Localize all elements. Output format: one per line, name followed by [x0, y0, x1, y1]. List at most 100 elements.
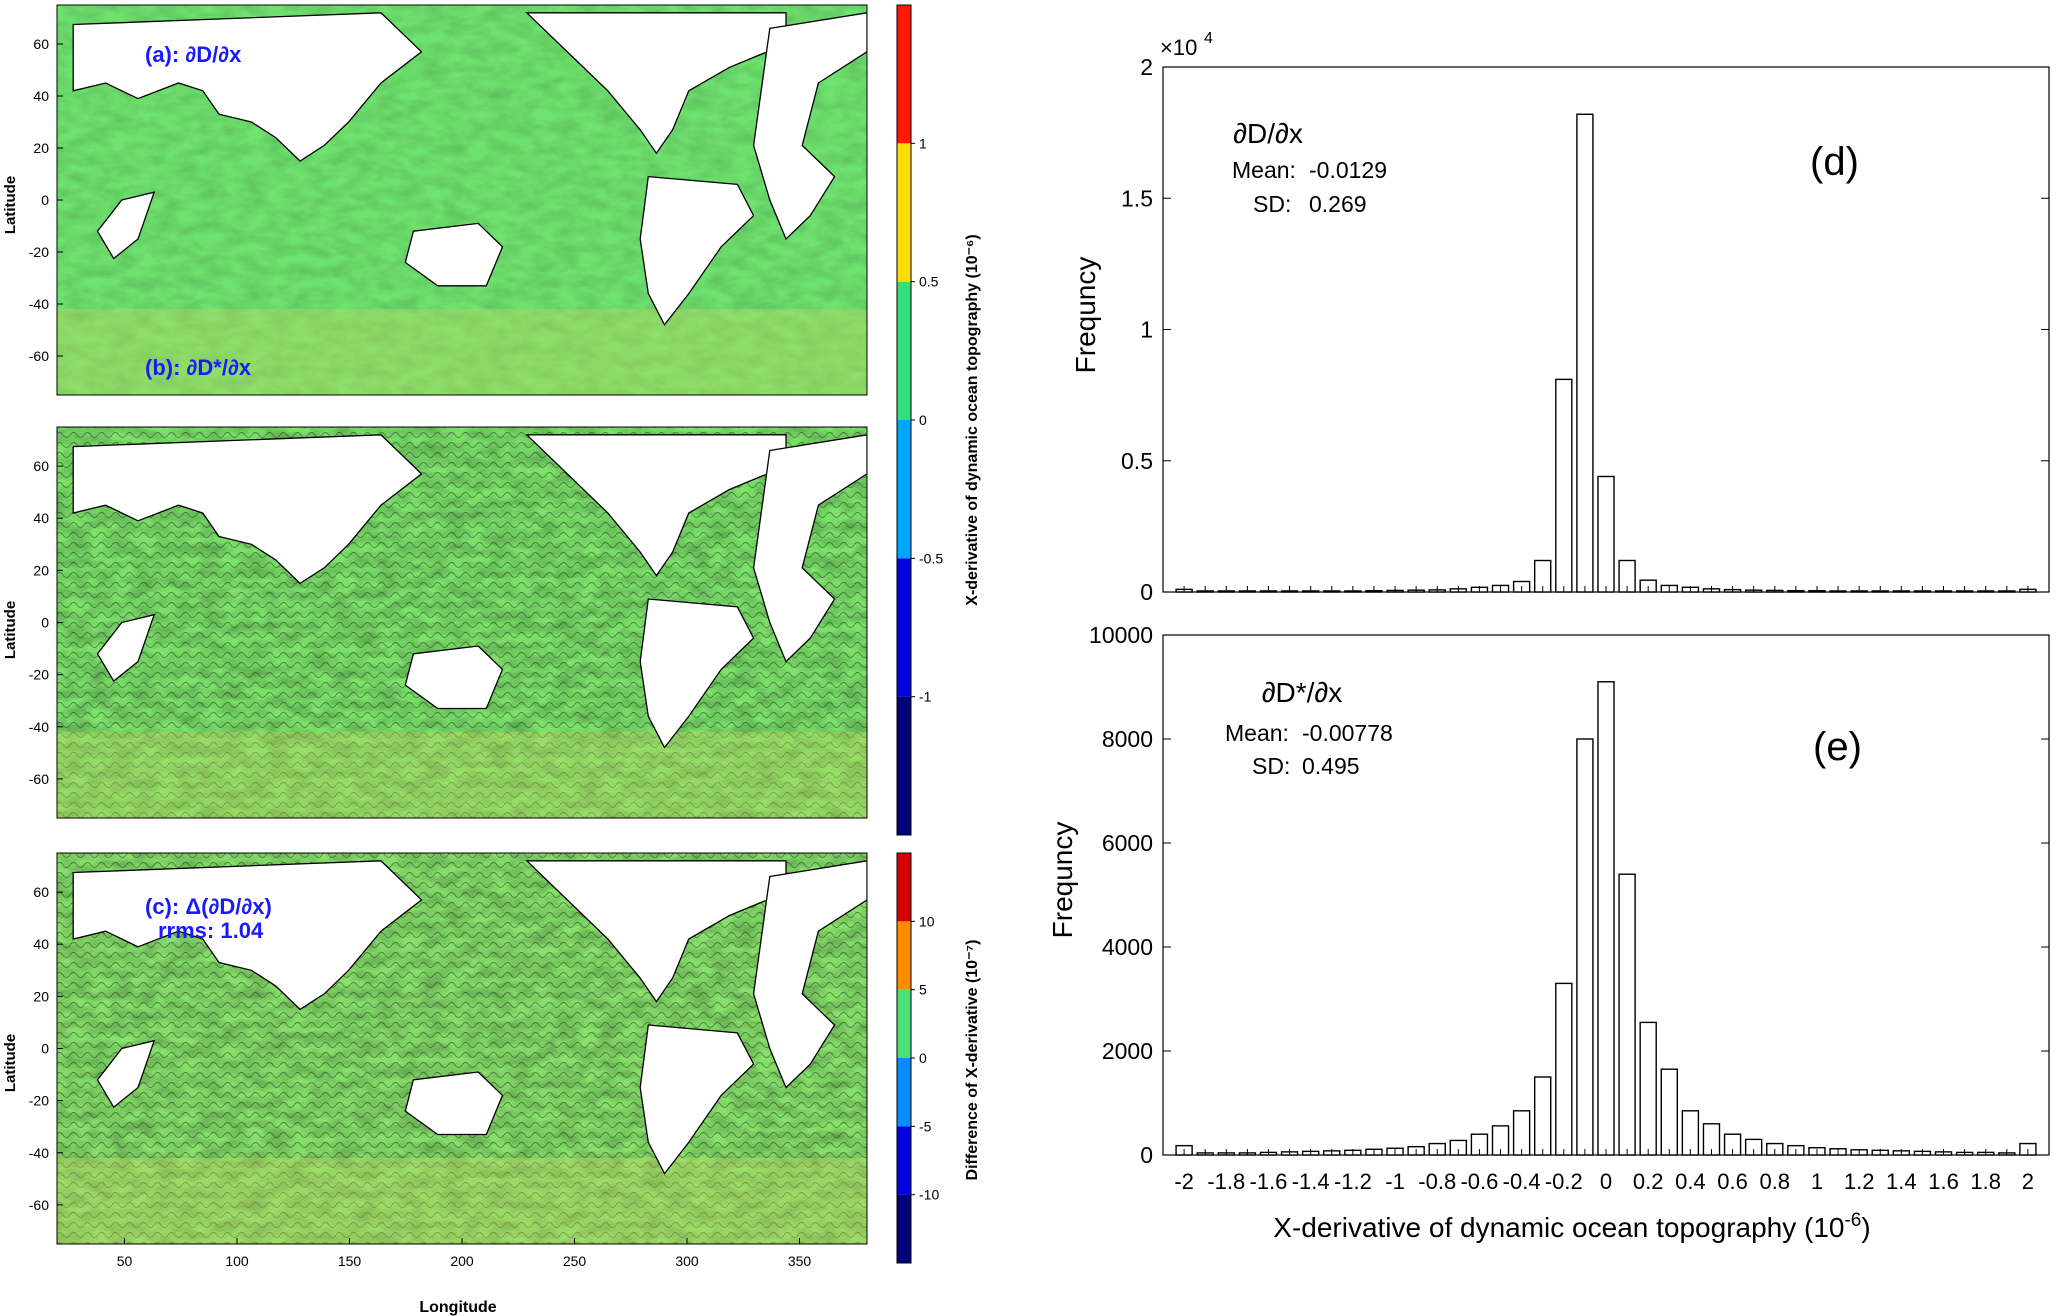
hist-bar [1555, 982, 1573, 1156]
histogram-e: 0 2000 4000 6000 8000 10000 -2 -1.8 -1.6 -1.4 -1.2… [1089, 622, 2050, 1194]
colorbar-segment [897, 1194, 911, 1263]
x-tick-label: 1.4 [1886, 1169, 1917, 1194]
colorbar-segment [897, 281, 911, 420]
colorbar-segment [897, 1126, 911, 1195]
map-inner-a [57, 5, 867, 395]
land-mass [639, 1024, 755, 1175]
hist-bar [1597, 681, 1615, 1156]
land-mass [752, 434, 867, 663]
colorbar-1: 1 0.5 0 -0.5 -1 [896, 4, 943, 836]
land-mass [404, 645, 504, 710]
lat-tick-label: 60 [33, 458, 49, 474]
hist-d-mean-label: Mean: [1232, 157, 1296, 183]
land-mass [72, 12, 423, 162]
x-tick-label: -1.2 [1334, 1169, 1372, 1194]
lat-tick-label: -20 [29, 244, 49, 260]
lat-tick-label: 40 [33, 936, 49, 952]
colorbar-segment [897, 1058, 911, 1127]
lat-tick-label: 60 [33, 36, 49, 52]
hist-e-mean-value: -0.00778 [1302, 720, 1393, 746]
hist-bar [1660, 1068, 1679, 1156]
x-tick-label: 0.8 [1759, 1169, 1790, 1194]
colorbar-tick-label: 1 [919, 135, 927, 151]
colorbar-segment [897, 558, 911, 697]
x-tick-label: -1.4 [1292, 1169, 1330, 1194]
y-tick-label: 0 [1140, 579, 1153, 605]
hist-e-name: ∂D*/∂x [1262, 677, 1343, 708]
lat-tick-label: -20 [29, 1093, 49, 1109]
lon-tick-label: 300 [675, 1253, 699, 1269]
map-inner-b [57, 427, 867, 818]
land-mass [96, 191, 156, 260]
hist-bar [1639, 1021, 1657, 1156]
hist-d-multiplier: ×10 [1160, 35, 1197, 60]
colorbar-tick-label: 0.5 [919, 274, 939, 290]
x-tick-label: -2 [1174, 1169, 1194, 1194]
colorbar-tick-label: 10 [919, 913, 935, 929]
land-mass [72, 860, 423, 1011]
lat-tick-label: 20 [33, 562, 49, 578]
y-tick-label: 4000 [1102, 934, 1153, 960]
hist-e-xlabel: X-derivative of dynamic ocean topography… [1273, 1210, 1870, 1243]
x-tick-label: -1.6 [1250, 1169, 1288, 1194]
lat-tick-label: 40 [33, 510, 49, 526]
lat-tick-label: -20 [29, 667, 49, 683]
x-tick-label: 0.4 [1675, 1169, 1706, 1194]
hist-d-ylabel: Frequncy [1070, 257, 1101, 374]
hist-bar [1533, 1076, 1552, 1156]
lat-tick-label: -60 [29, 1197, 49, 1213]
colorbar-tick-label: 0 [919, 1050, 927, 1066]
x-tick-label: -1 [1385, 1169, 1405, 1194]
lon-tick-label: 50 [117, 1253, 133, 1269]
x-tick-label: 1 [1811, 1169, 1823, 1194]
map-b-label: (b): ∂D*/∂x [145, 355, 252, 380]
hist-d-sd-label: SD: [1253, 191, 1291, 217]
hist-bar [1681, 1110, 1700, 1156]
x-tick-label: -0.2 [1545, 1169, 1583, 1194]
y-tick-label: 10000 [1089, 622, 1153, 648]
hist-d-panel-label: (d) [1810, 140, 1859, 184]
lat-tick-label: 20 [33, 140, 49, 156]
y-tick-label: 1 [1140, 317, 1153, 343]
lat-tick-label: 0 [41, 615, 49, 631]
hist-bar [1576, 738, 1594, 1156]
colorbar-tick-label: -1 [919, 689, 932, 705]
x-tick-label: 0.6 [1717, 1169, 1748, 1194]
histogram-d: 0 0.5 1 1.5 2 [1121, 54, 2050, 605]
lat-tick-label: 0 [41, 1041, 49, 1057]
land-mass [72, 434, 423, 585]
map-c-xlabel: Longitude [419, 1299, 496, 1316]
land-mass [404, 222, 504, 287]
colorbar-1-title: X-derivative of dynamic ocean topography… [964, 234, 981, 605]
hist-bar [1597, 475, 1615, 593]
map-panel-a: 60 40 20 0 -20 -40 -60 [29, 4, 868, 396]
lon-tick-label: 200 [450, 1253, 474, 1269]
map-c-rrms: rrms: 1.04 [158, 918, 264, 943]
x-tick-label: 0 [1600, 1169, 1612, 1194]
lat-tick-label: 20 [33, 988, 49, 1004]
hist-bar [1618, 873, 1636, 1156]
map-inner-c [57, 853, 867, 1244]
x-tick-label: -0.4 [1503, 1169, 1541, 1194]
colorbar-segment [897, 5, 911, 144]
map-a-ylabel: Latitude [2, 176, 19, 234]
lon-tick-label: 100 [225, 1253, 249, 1269]
lon-tick-label: 350 [788, 1253, 812, 1269]
hist-bar [1512, 1110, 1531, 1156]
lat-tick-label: -60 [29, 348, 49, 364]
x-tick-label: -0.6 [1460, 1169, 1498, 1194]
colorbar-tick-label: -10 [919, 1187, 939, 1203]
southern-band [57, 1157, 867, 1244]
map-c-label: (c): Δ(∂D/∂x) [145, 894, 272, 919]
x-tick-label: 2 [2022, 1169, 2034, 1194]
hist-e-mean-label: Mean: [1225, 720, 1289, 746]
colorbar-segment [897, 921, 911, 990]
x-tick-label: -1.8 [1207, 1169, 1245, 1194]
lat-tick-label: 40 [33, 88, 49, 104]
y-tick-label: 2000 [1102, 1038, 1153, 1064]
lat-tick-label: -60 [29, 771, 49, 787]
map-panel-b: 60 40 20 0 -20 -40 -60 [29, 426, 868, 819]
hist-bar [1576, 113, 1594, 593]
